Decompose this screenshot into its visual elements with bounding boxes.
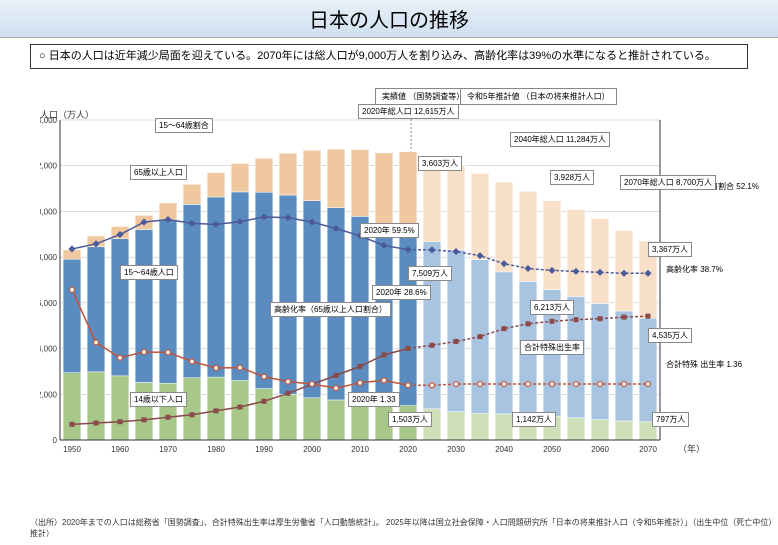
callout: 6,213万人 bbox=[530, 300, 574, 315]
callout: 14歳以下人口 bbox=[130, 392, 187, 407]
svg-text:2040: 2040 bbox=[495, 445, 513, 454]
callout: 高齢化率（65歳以上人口割合） bbox=[270, 302, 391, 317]
svg-text:2020: 2020 bbox=[399, 445, 417, 454]
summary-box: ○ 日本の人口は近年減少局面を迎えている。2070年には総人口が9,000万人を… bbox=[30, 44, 748, 69]
region-projected: 令和5年推計値 （日本の将来推計人口） bbox=[460, 88, 617, 105]
callout: 2020年 28.6% bbox=[372, 285, 431, 300]
svg-text:1990: 1990 bbox=[255, 445, 273, 454]
region-actual: 実績値 （国勢調査等） bbox=[375, 88, 471, 105]
callout: 3,928万人 bbox=[550, 170, 594, 185]
source-footnote: （出所）2020年までの人口は総務省「国勢調査」、合計特殊出生率は厚生労働省「人… bbox=[30, 518, 778, 539]
svg-text:12,000: 12,000 bbox=[40, 162, 58, 171]
svg-text:2030: 2030 bbox=[447, 445, 465, 454]
svg-text:10,000: 10,000 bbox=[40, 207, 58, 216]
callout: 3,367万人 bbox=[648, 242, 692, 257]
svg-text:6,000: 6,000 bbox=[40, 299, 58, 308]
callout: 2020年 1.33 bbox=[348, 392, 400, 407]
callout: 15～64歳割合 bbox=[155, 118, 213, 133]
chart-area: 02,0004,0006,0008,00010,00012,00014,000人… bbox=[40, 110, 710, 480]
callout: 1,142万人 bbox=[512, 412, 556, 427]
svg-text:2050: 2050 bbox=[543, 445, 561, 454]
callout: 15～64歳人口 bbox=[120, 265, 178, 280]
callout: 合計特殊出生率 bbox=[520, 340, 584, 355]
svg-text:2060: 2060 bbox=[591, 445, 609, 454]
svg-text:2010: 2010 bbox=[351, 445, 369, 454]
callout: 4,535万人 bbox=[648, 328, 692, 343]
svg-text:1960: 1960 bbox=[111, 445, 129, 454]
svg-text:2000: 2000 bbox=[303, 445, 321, 454]
callout: 2020年 59.5% bbox=[360, 223, 419, 238]
callout: 2020年総人口 12,615万人 bbox=[358, 104, 459, 119]
callout: 7,509万人 bbox=[408, 266, 452, 281]
callout: 797万人 bbox=[652, 412, 689, 427]
svg-text:1950: 1950 bbox=[63, 445, 81, 454]
svg-text:（年）: （年） bbox=[678, 443, 705, 454]
callout: 1,503万人 bbox=[388, 412, 432, 427]
callout: 65歳以上人口 bbox=[130, 165, 187, 180]
svg-text:1970: 1970 bbox=[159, 445, 177, 454]
callout: 3,603万人 bbox=[418, 156, 462, 171]
svg-text:1980: 1980 bbox=[207, 445, 225, 454]
svg-text:人口（万人）: 人口（万人） bbox=[40, 110, 94, 120]
callout: 2040年総人口 11,284万人 bbox=[510, 132, 610, 147]
callout: 2070年総人口 8,700万人 bbox=[620, 175, 716, 190]
svg-text:8,000: 8,000 bbox=[40, 253, 58, 262]
right-axis-label: 高齢化率 38.7% bbox=[666, 265, 723, 275]
page-title: 日本の人口の推移 bbox=[0, 0, 778, 38]
right-axis-label: 合計特殊 出生率 1.36 bbox=[666, 360, 742, 370]
svg-text:4,000: 4,000 bbox=[40, 345, 58, 354]
svg-text:2,000: 2,000 bbox=[40, 390, 58, 399]
svg-text:0: 0 bbox=[53, 436, 58, 445]
svg-text:2070: 2070 bbox=[639, 445, 657, 454]
